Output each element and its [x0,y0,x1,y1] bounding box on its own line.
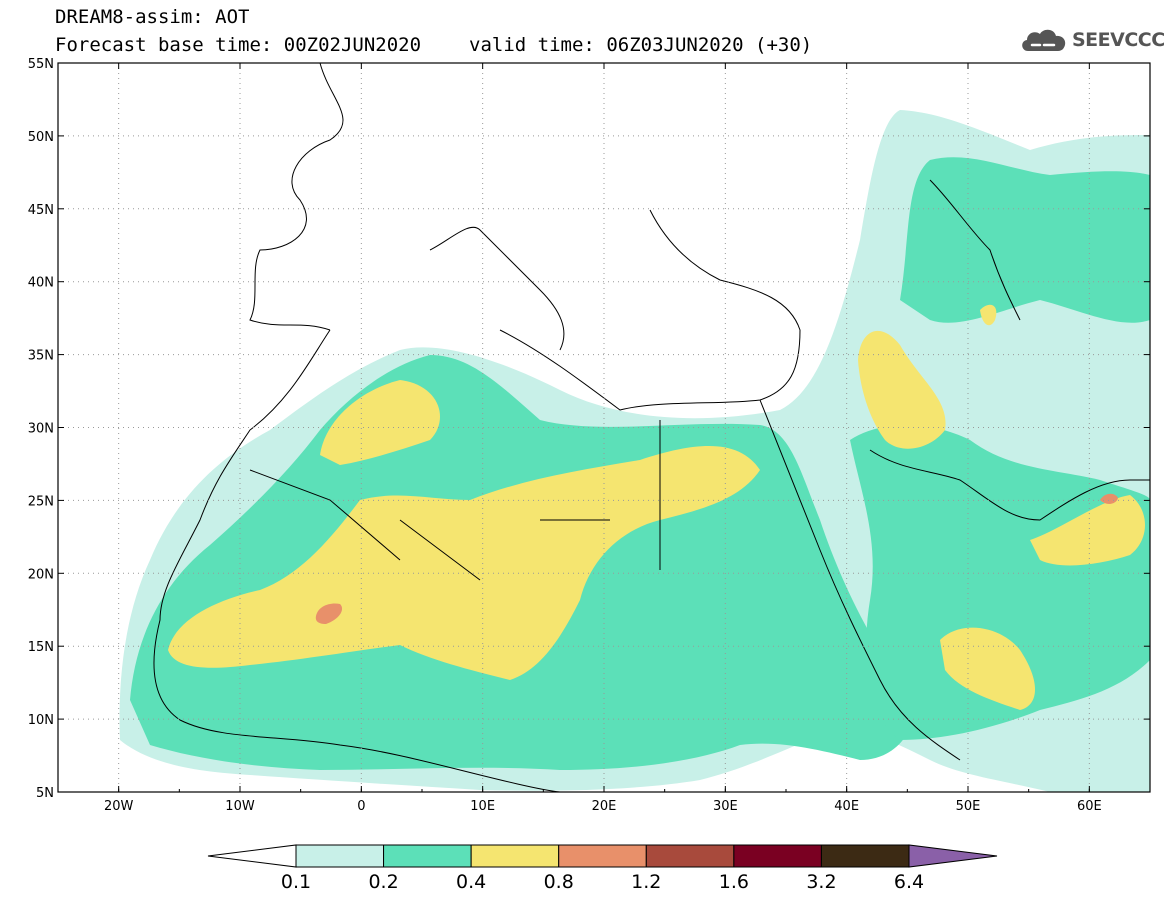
valid-time: valid time: 06Z03JUN2020 (+30) [469,34,813,56]
colorbar-segment [207,844,297,868]
colorbar-segment [820,844,910,868]
colorbar-segment [295,844,385,868]
colorbar-labels: 0.1 0.2 0.4 0.8 1.2 1.6 3.2 6.4 [281,871,924,893]
colorbar-segment [383,844,472,868]
lon-tick-label: 10W [225,799,255,814]
cloud-icon [1022,29,1066,51]
lat-tick-label: 30N [28,422,54,437]
map-title: DREAM8-assim: AOT [55,6,250,28]
lat-tick-label: 5N [36,786,54,801]
colorbar-label: 1.6 [719,871,749,893]
logo-text: SEEVCCC [1072,29,1165,51]
colorbar-label: 3.2 [806,871,836,893]
lon-tick-label: 0 [357,799,365,814]
colorbar-label: 1.2 [631,871,661,893]
forecast-times: Forecast base time: 00Z02JUN2020 valid ti… [55,35,812,56]
lat-tick-label: 25N [28,494,54,509]
colorbar-segment [470,844,560,868]
aot-level-0.4-0.8 [168,304,1145,710]
colorbar-label: 0.8 [544,871,574,893]
colorbar-segment [908,844,998,868]
lat-tick-label: 50N [28,130,54,145]
lat-tick-labels: 5N 10N 15N 20N 25N 30N 35N 40N 45N 50N 55N [28,57,54,801]
lon-tick-label: 60E [1077,799,1102,814]
lon-tick-label: 40E [834,799,859,814]
axis-ticks [57,62,1151,793]
aot-field [119,110,1150,792]
colorbar [207,844,998,868]
colorbar-segment [645,844,735,868]
lon-tick-label: 50E [956,799,981,814]
lat-tick-label: 40N [28,276,54,291]
lat-tick-label: 35N [28,349,54,364]
lat-tick-label: 20N [28,567,54,582]
colorbar-label: 0.4 [456,871,486,893]
base-time: Forecast base time: 00Z02JUN2020 [55,34,422,56]
colorbar-label: 6.4 [894,871,924,893]
lon-tick-label: 10E [470,799,495,814]
coastlines [153,62,1150,793]
lon-tick-label: 30E [713,799,738,814]
lon-tick-labels: 20W 10W 0 10E 20E 30E 40E 50E 60E [104,799,1102,814]
colorbar-segment [558,844,647,868]
seevccc-logo: SEEVCCC [1018,25,1165,55]
lon-tick-label: 20E [592,799,617,814]
lat-tick-label: 10N [28,713,54,728]
colorbar-segment [733,844,822,868]
lat-tick-label: 15N [28,640,54,655]
lat-tick-label: 55N [28,57,54,72]
gridlines [58,63,1150,792]
colorbar-label: 0.2 [368,871,398,893]
colorbar-label: 0.1 [281,871,311,893]
lat-tick-label: 45N [28,203,54,218]
lon-tick-label: 20W [104,799,134,814]
aot-level-0.8-1.2 [315,493,1118,624]
